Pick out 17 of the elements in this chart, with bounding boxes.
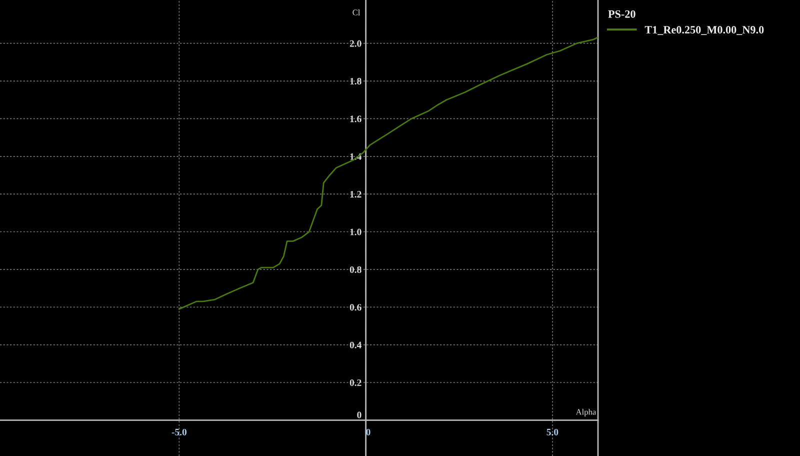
y-tick-label: 1.8 (350, 78, 362, 85)
legend-title: PS-20 (608, 10, 636, 18)
legend-label: T1_Re0.250_M0.00_N9.0 (644, 26, 764, 35)
x-tick-label: 5.0 (546, 428, 558, 436)
x-axis-title: Alpha (576, 408, 596, 416)
y-tick-label: 0.6 (350, 304, 362, 311)
y-tick-label: 0.4 (350, 342, 362, 348)
y-axis-title: Cl (352, 9, 360, 16)
y-tick-label: 0 (357, 412, 362, 418)
y-tick-label: 1.2 (350, 191, 362, 198)
y-tick-label: 0.8 (350, 266, 362, 273)
y-tick-label: 1.0 (350, 228, 362, 236)
y-tick-label: 0.2 (350, 379, 362, 386)
line-series (178, 36, 598, 310)
y-tick-label: 1.6 (350, 116, 362, 122)
y-tick-label: 2.0 (350, 40, 362, 47)
x-tick-label: -5.0 (172, 428, 186, 436)
